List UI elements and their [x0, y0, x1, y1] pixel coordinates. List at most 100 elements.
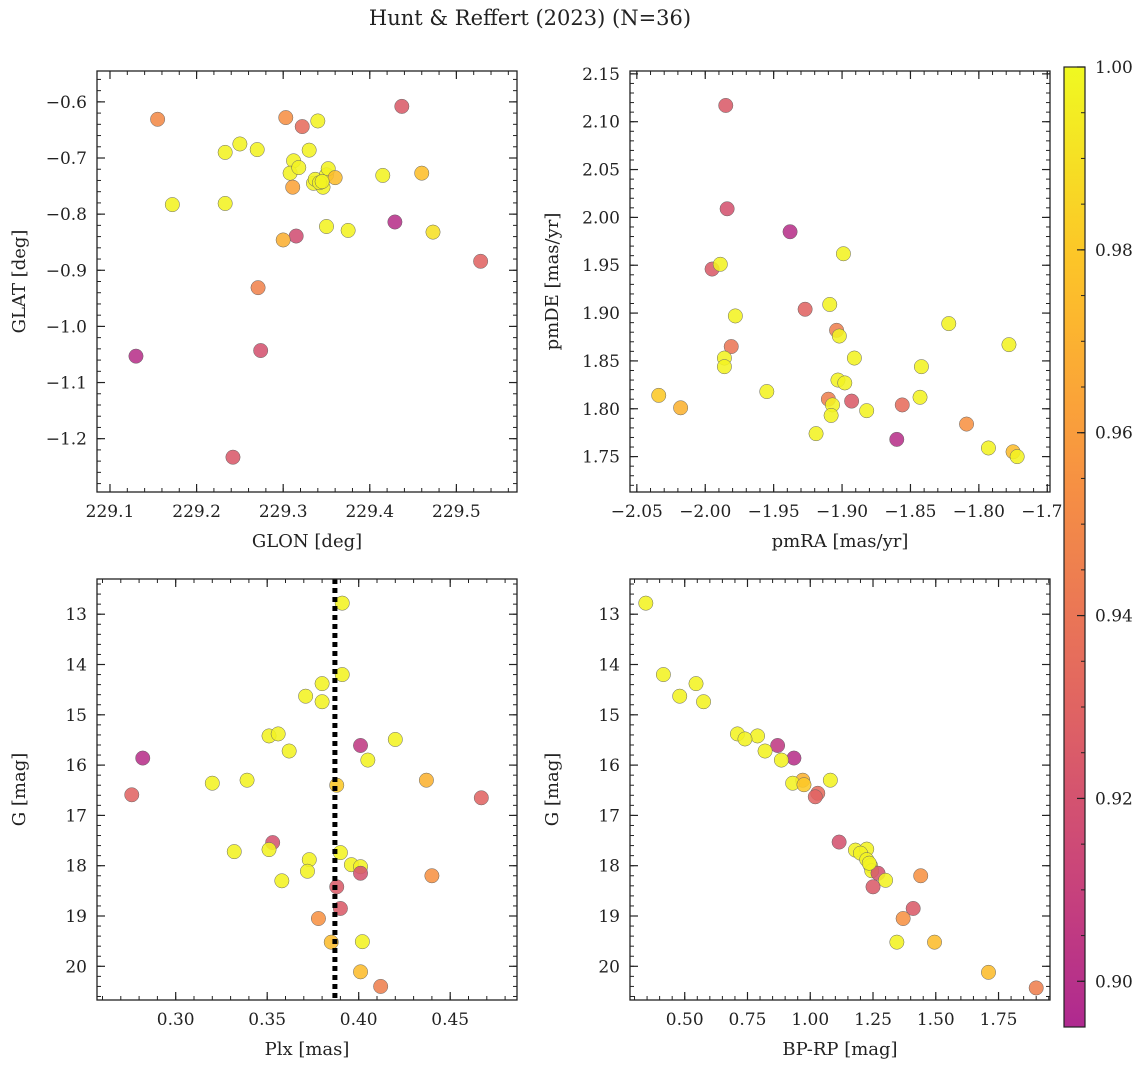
x-tick-label: 0.50: [666, 1010, 704, 1030]
data-point: [889, 431, 905, 447]
data-point: [770, 738, 786, 753]
data-point: [782, 224, 798, 240]
x-tick-label: 0.35: [248, 1010, 286, 1030]
colorbar-tick-label: 0.94: [1095, 607, 1133, 627]
data-point: [1028, 980, 1044, 996]
data-point: [253, 343, 269, 358]
y-tick-label: −0.9: [46, 261, 87, 281]
data-point: [239, 772, 255, 788]
data-point: [807, 789, 823, 805]
data-point: [638, 595, 654, 611]
data-point: [314, 174, 330, 190]
data-point: [360, 752, 376, 768]
data-point: [723, 339, 739, 355]
data-point: [889, 934, 905, 950]
y-tick-label: −0.8: [46, 205, 87, 225]
data-point: [786, 750, 802, 766]
data-point: [822, 772, 838, 788]
x-tick-label: 229.3: [259, 502, 308, 522]
data-point: [217, 144, 233, 160]
data-point: [124, 787, 140, 803]
data-point: [1001, 337, 1017, 353]
data-point: [298, 688, 314, 704]
data-point: [274, 873, 290, 889]
data-point: [128, 348, 144, 364]
data-point: [712, 256, 728, 272]
x-tick-label: 1.50: [917, 1010, 955, 1030]
data-point: [225, 449, 241, 465]
data-point: [334, 667, 350, 683]
colorbar-tick-label: 0.96: [1095, 424, 1133, 444]
colorbar-tick-label: 0.90: [1095, 972, 1133, 992]
y-tick-label: 1.85: [582, 352, 620, 372]
y-tick-label: 2.15: [582, 65, 620, 85]
y-axis-label: pmDE [mas/yr]: [542, 213, 563, 351]
y-tick-label: 18: [65, 857, 87, 877]
data-point: [425, 224, 441, 240]
y-tick-label: 2.10: [582, 113, 620, 133]
panel-proper-motion: −2.05 −2.00 −1.95 −1.90 −1.85 −1.80 −1.75 1.75 1…: [542, 65, 1073, 552]
data-point: [217, 196, 233, 211]
data-point: [424, 868, 440, 884]
data-point: [310, 911, 326, 926]
data-point: [473, 253, 489, 269]
y-tick-label: −0.6: [46, 93, 87, 113]
data-point: [232, 136, 248, 152]
data-point: [394, 98, 410, 114]
x-tick-label: −1.80: [953, 502, 1005, 522]
data-point: [696, 694, 712, 710]
x-tick-label: 1.25: [854, 1010, 892, 1030]
data-point: [387, 214, 403, 230]
data-point: [912, 389, 928, 405]
axes-frame: [629, 70, 1051, 493]
data-point: [831, 328, 847, 344]
data-point: [655, 667, 671, 683]
y-tick-label: 16: [65, 756, 87, 776]
y-axis-label: G [mag]: [542, 753, 563, 826]
x-tick-label: −2.05: [611, 502, 663, 522]
data-point: [759, 384, 775, 399]
x-axis-label: Plx [mas]: [265, 1039, 350, 1060]
data-point: [353, 738, 368, 753]
data-point: [323, 934, 339, 950]
data-point: [796, 777, 812, 793]
y-tick-label: −1.1: [46, 374, 87, 394]
figure-title: Hunt & Reffert (2023) (N=36): [368, 6, 692, 30]
data-point: [750, 728, 765, 744]
x-axis-label: pmRA [mas/yr]: [772, 531, 909, 552]
y-axis-label: GLAT [deg]: [9, 230, 30, 334]
y-tick-label: 1.90: [582, 304, 620, 324]
data-point: [913, 868, 929, 884]
data-point: [797, 301, 813, 317]
data-point: [980, 440, 996, 456]
data-point: [894, 397, 910, 413]
data-point: [737, 731, 753, 747]
x-tick-label: 229.1: [86, 502, 135, 522]
data-point: [718, 97, 734, 113]
y-tick-label: 20: [598, 957, 620, 977]
data-point: [164, 197, 180, 213]
data-point: [353, 964, 368, 980]
data-point: [941, 316, 957, 332]
y-tick-label: −0.7: [46, 149, 87, 169]
y-tick-label: 17: [65, 806, 87, 826]
data-point: [831, 834, 847, 850]
x-tick-label: 229.5: [432, 502, 481, 522]
data-point: [204, 775, 220, 791]
data-point: [473, 790, 489, 806]
data-point: [301, 142, 317, 158]
data-point: [861, 855, 877, 871]
data-point: [716, 359, 732, 375]
y-tick-label: 14: [65, 656, 87, 676]
data-point: [354, 934, 370, 950]
data-point: [905, 901, 921, 916]
y-tick-label: 17: [598, 806, 620, 826]
colorbar-bar: [1063, 66, 1086, 1028]
data-point: [822, 297, 838, 312]
x-tick-label: −1.95: [748, 502, 800, 522]
colorbar-tick-label: 1.00: [1095, 58, 1133, 78]
data-point: [418, 772, 434, 788]
data-point: [981, 964, 996, 980]
y-tick-label: 19: [65, 907, 87, 927]
x-tick-label: 1.00: [791, 1010, 829, 1030]
